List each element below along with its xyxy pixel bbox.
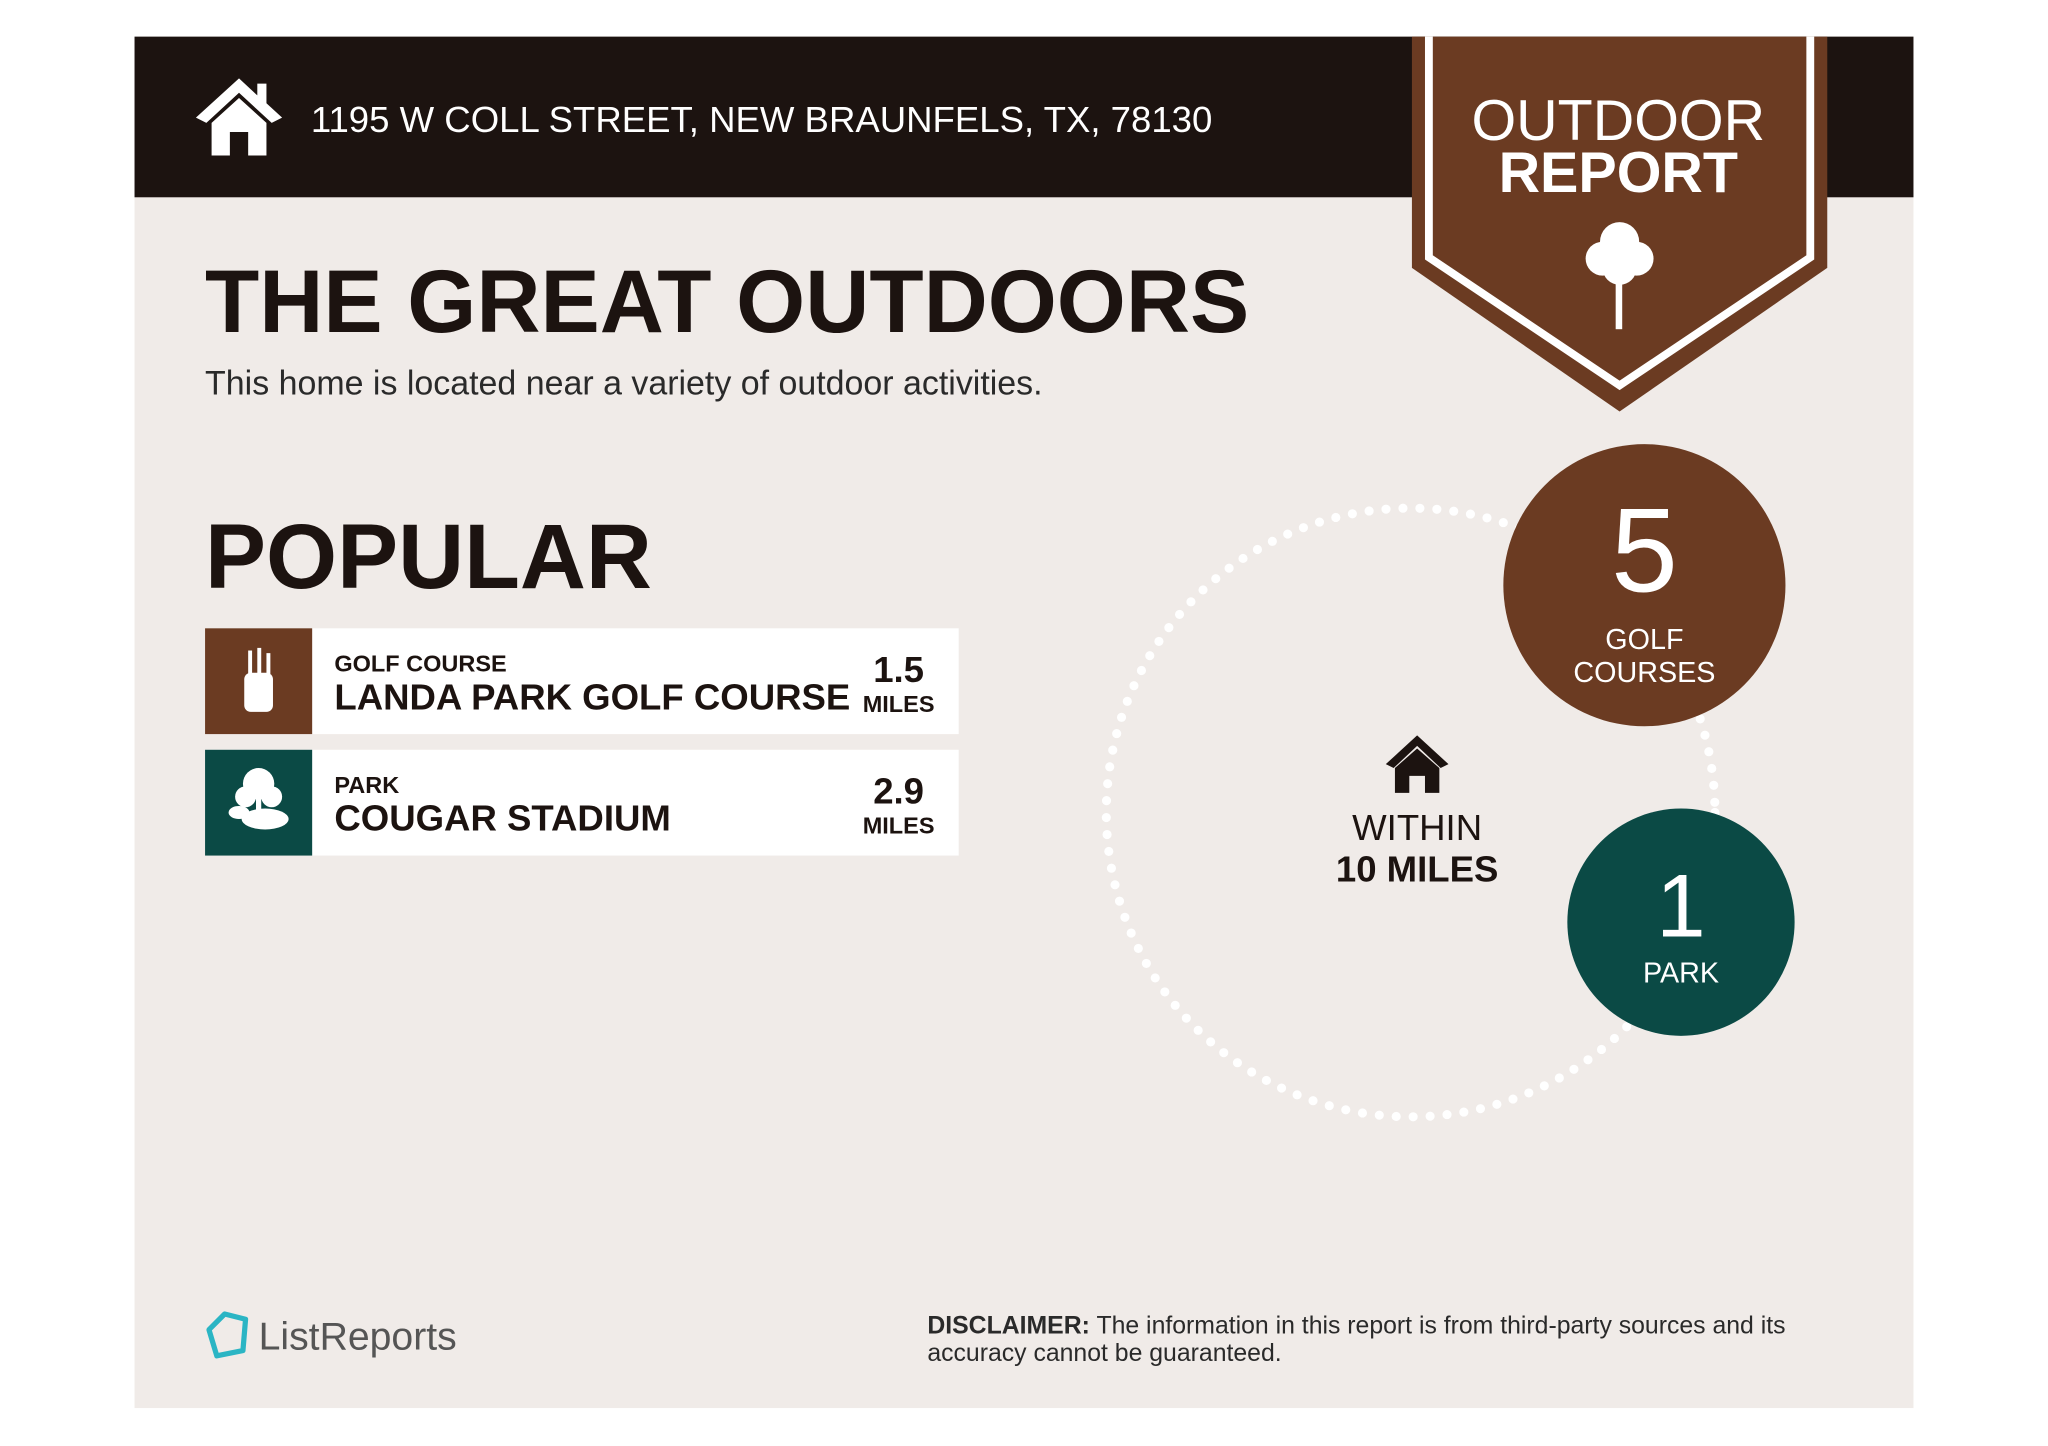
address: 1195 W COLL STREET, NEW BRAUNFELS, TX, 7…: [311, 99, 1213, 140]
badge-title: OUTDOOR: [1471, 89, 1765, 153]
count-label: GOLF: [1605, 624, 1683, 656]
disclaimer-text: The information in this report is from t…: [1096, 1313, 1785, 1340]
item-category: PARK: [334, 772, 399, 798]
house-icon: [195, 78, 283, 156]
item-distance: 1.5: [873, 649, 924, 690]
count-label: COURSES: [1573, 657, 1715, 689]
count-number: 5: [1611, 484, 1678, 618]
badge-title: REPORT: [1499, 141, 1738, 205]
item-name: LANDA PARK GOLF COURSE: [334, 676, 850, 717]
park-icon: [228, 768, 289, 830]
item-name: COUGAR STADIUM: [334, 798, 671, 839]
count-circle: [1567, 808, 1795, 1036]
radius-label: WITHIN: [1352, 807, 1482, 848]
subtitle: This home is located near a variety of o…: [205, 365, 1043, 403]
count-circle: [1503, 444, 1786, 727]
disclaimer-text: accuracy cannot be guaranteed.: [927, 1340, 1281, 1367]
brand-logo: [206, 1311, 249, 1359]
count-label: PARK: [1643, 957, 1719, 989]
item-distance: 2.9: [873, 770, 924, 811]
popular-title: POPULAR: [205, 506, 652, 608]
tree-icon: [1585, 222, 1654, 330]
golf-icon: [244, 647, 273, 712]
item-unit: MILES: [863, 691, 935, 717]
radius-ring: [1101, 503, 1720, 1122]
home-icon: [1385, 735, 1449, 793]
disclaimer: DISCLAIMER: The information in this repor…: [927, 1313, 1785, 1340]
item-category: GOLF COURSE: [334, 650, 506, 676]
badge: OUTDOOR REPORT: [1411, 36, 1828, 412]
item-unit: MILES: [863, 812, 935, 838]
disclaimer-label: DISCLAIMER:: [927, 1313, 1090, 1340]
radius-value: 10 MILES: [1336, 849, 1499, 890]
item-row: PARK COUGAR STADIUM 2.9 MILES: [205, 749, 959, 856]
count-number: 1: [1656, 857, 1705, 956]
section-title: THE GREAT OUTDOORS: [205, 252, 1249, 351]
brand: ListReports: [259, 1315, 457, 1358]
item-row: GOLF COURSE LANDA PARK GOLF COURSE 1.5 M…: [205, 628, 959, 735]
